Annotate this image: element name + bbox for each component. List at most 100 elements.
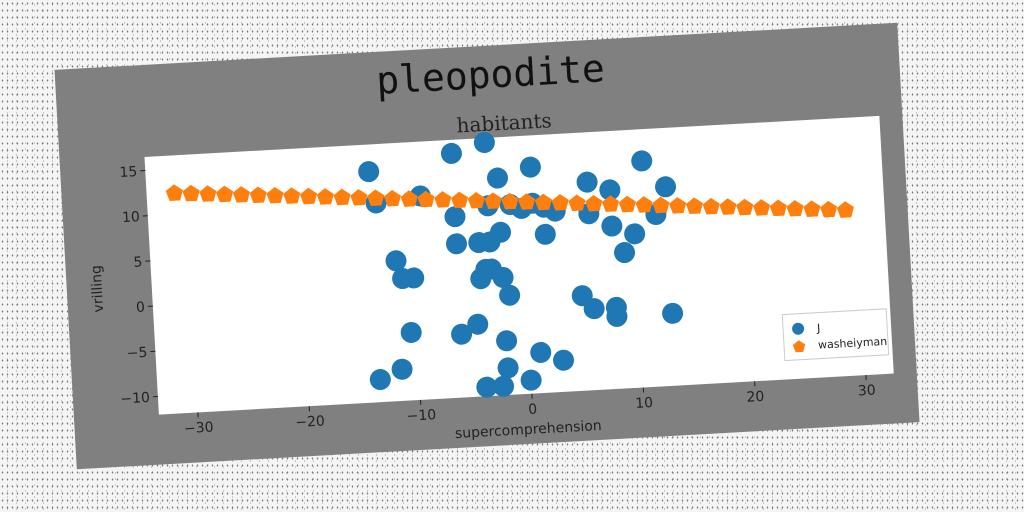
data-point-series-1 (601, 215, 623, 237)
data-point-series-1 (534, 223, 556, 245)
y-axis-ticks: −10 −5 0 5 10 15 (119, 164, 158, 408)
data-point-series-2 (769, 199, 787, 217)
data-point-series-2 (568, 194, 586, 212)
data-point-series-1 (520, 369, 542, 391)
data-point-series-1 (519, 156, 541, 178)
x-tick-label: 10 (635, 395, 654, 412)
y-tick-label: −5 (126, 345, 148, 362)
data-point-series-1 (400, 321, 422, 343)
x-tick-label: −20 (295, 413, 325, 431)
legend-box (781, 308, 890, 362)
axes-title: habitants (456, 108, 552, 137)
data-point-series-1 (473, 132, 495, 154)
data-point-series-1 (467, 313, 489, 335)
x-tick-label: 20 (746, 389, 765, 406)
data-point-series-2 (316, 188, 334, 205)
x-tick-label: 0 (528, 401, 538, 417)
data-point-series-1 (530, 341, 552, 363)
data-point-series-2 (601, 195, 619, 212)
data-point-series-1 (476, 376, 498, 398)
y-tick-label: 10 (122, 209, 141, 226)
data-point-series-2 (283, 187, 301, 204)
data-point-series-2 (534, 193, 552, 211)
data-point-series-2 (685, 197, 703, 215)
data-point-series-1 (492, 266, 514, 288)
x-tick-label: −10 (406, 407, 436, 425)
y-axis-label: vrilling (88, 265, 107, 313)
rotated-figure: pleopodite habitants −30 −20 −10 0 10 20 30 −1… (54, 22, 920, 470)
x-tick-label: −30 (184, 420, 214, 438)
x-axis-ticks: −30 −20 −10 0 10 20 30 (184, 375, 876, 438)
x-tick-label: 30 (857, 383, 876, 400)
data-point-series-2 (635, 196, 653, 213)
y-tick-label: −10 (120, 390, 150, 408)
y-tick-label: 0 (136, 300, 146, 316)
data-point-series-2 (551, 194, 569, 211)
data-point-series-2 (501, 192, 519, 210)
data-point-series-2 (333, 188, 351, 206)
data-point-series-1 (403, 267, 425, 289)
data-marks (165, 132, 854, 398)
data-point-series-2 (820, 200, 838, 218)
legend-label-series-2: washeiyman (818, 335, 888, 352)
data-point-series-1 (614, 242, 636, 264)
y-tick-label: 5 (133, 254, 143, 270)
data-point-series-2 (467, 192, 485, 209)
data-point-series-2 (249, 186, 267, 204)
data-point-series-2 (266, 186, 284, 204)
data-point-series-1 (606, 305, 628, 327)
data-point-series-2 (367, 189, 385, 207)
data-point-series-2 (803, 200, 821, 217)
data-point-series-1 (358, 161, 380, 183)
data-point-series-2 (417, 190, 435, 208)
data-point-series-1 (499, 284, 521, 306)
data-point-series-1 (490, 221, 512, 243)
data-point-series-1 (496, 330, 518, 352)
data-point-series-1 (385, 250, 407, 272)
data-point-series-1 (655, 176, 677, 198)
data-point-series-2 (350, 189, 368, 206)
data-point-series-2 (484, 192, 502, 209)
data-point-series-2 (199, 185, 217, 202)
data-point-series-1 (369, 369, 391, 391)
data-point-series-2 (182, 184, 200, 202)
data-point-series-1 (444, 206, 466, 228)
data-point-series-1 (576, 171, 598, 193)
data-point-series-2 (518, 193, 536, 210)
data-point-series-2 (383, 189, 401, 207)
data-point-series-2 (719, 198, 737, 215)
data-point-series-2 (585, 194, 603, 212)
data-point-series-1 (468, 232, 490, 254)
data-point-series-1 (662, 302, 684, 324)
data-point-series-2 (216, 185, 234, 203)
data-point-series-2 (702, 197, 720, 215)
data-point-series-1 (445, 233, 467, 255)
data-point-series-2 (669, 197, 687, 214)
legend: J washeiyman (781, 308, 890, 362)
data-point-series-1 (624, 223, 646, 245)
data-point-series-1 (583, 298, 605, 320)
legend-label-series-1: J (816, 322, 821, 335)
data-point-series-2 (434, 191, 452, 208)
data-point-series-2 (165, 184, 183, 201)
plot-area (144, 115, 894, 415)
data-point-series-1 (497, 357, 519, 379)
data-point-series-2 (618, 195, 636, 213)
data-point-series-1 (631, 150, 653, 172)
data-point-series-2 (836, 201, 854, 218)
data-point-series-1 (475, 258, 497, 280)
legend-marker-series-2 (792, 340, 806, 353)
data-point-series-2 (752, 199, 771, 216)
legend-marker-series-1 (792, 322, 805, 335)
data-point-series-1 (451, 323, 473, 345)
data-point-series-2 (736, 198, 754, 216)
data-point-series-2 (400, 190, 418, 207)
data-point-series-2 (232, 186, 250, 203)
data-point-series-1 (440, 142, 462, 164)
data-point-series-1 (553, 349, 575, 371)
data-point-series-1 (391, 358, 413, 380)
data-point-series-1 (599, 179, 621, 201)
y-tick-label: 15 (119, 164, 138, 181)
data-point-series-2 (299, 187, 318, 205)
